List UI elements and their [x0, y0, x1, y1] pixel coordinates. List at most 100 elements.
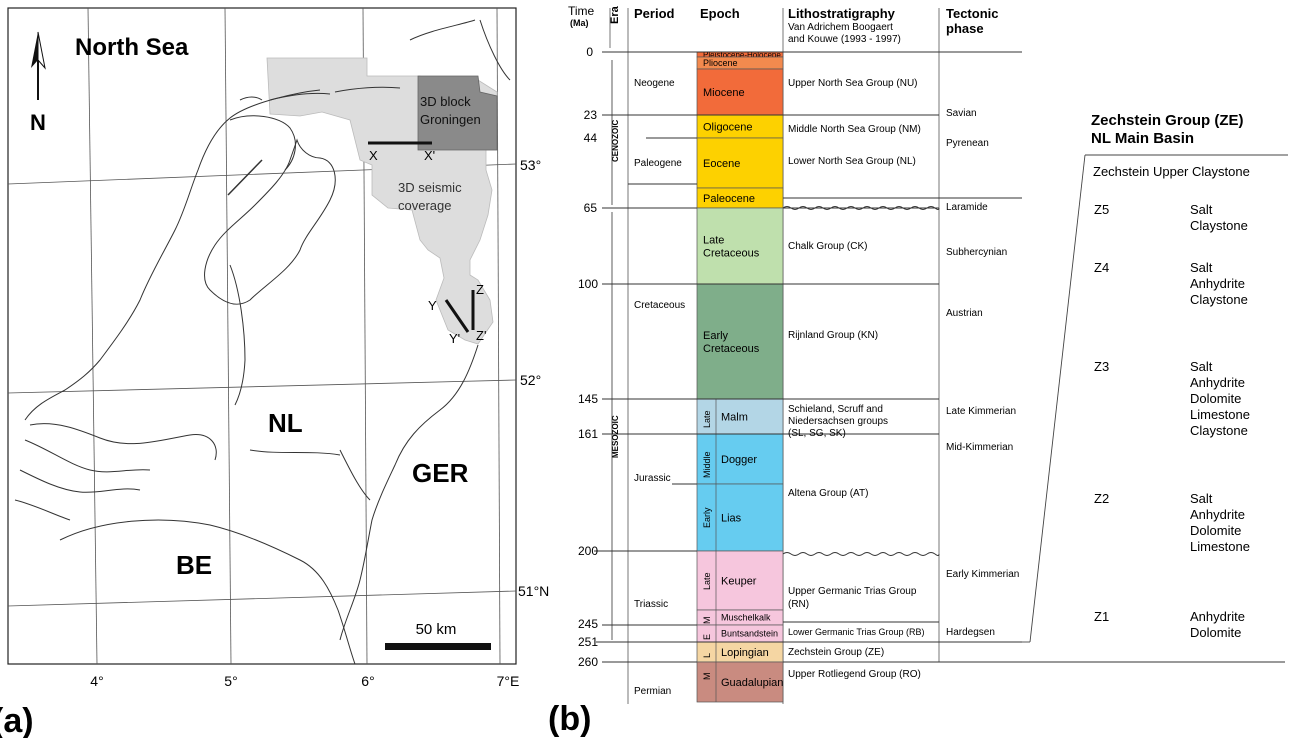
header-litho: Lithostratigraphy: [788, 6, 896, 21]
zechstein-detail: Zechstein Group (ZE) NL Main Basin Zechst…: [1022, 112, 1288, 643]
zechstein-cycle-z5: Z5: [1094, 202, 1109, 217]
tectonic-pyrenean: Pyrenean: [946, 138, 989, 149]
epoch-label-buntsandstein: Buntsandstein: [721, 629, 778, 639]
zechstein-lith-z4: Salt Anhydrite Claystone: [1190, 260, 1248, 307]
epoch-block-eocene: [696, 137, 784, 189]
time-tick-145: 145: [578, 392, 598, 406]
header-tectonic: Tectonic phase: [946, 6, 999, 36]
country-label-nl: NL: [268, 408, 303, 438]
zechstein-lith-z5: Salt Claystone: [1190, 202, 1248, 233]
litho-nl: Lower North Sea Group (NL): [788, 156, 916, 167]
lon-line-4: [87, 7, 98, 665]
scale-bar-rect: [385, 643, 491, 650]
groningen-block-label: 3D block Groningen: [420, 94, 481, 127]
north-arrow-left: [31, 32, 38, 68]
tectonic-mid-kimmerian: Mid-Kimmerian: [946, 442, 1013, 453]
scale-bar-label: 50 km: [416, 621, 457, 638]
litho-rb: Lower Germanic Trias Group (RB): [788, 627, 925, 637]
period-cretaceous: Cretaceous: [634, 300, 685, 311]
section-label-z: Z: [476, 282, 484, 297]
sub-epoch-m-triassic: M: [702, 617, 712, 625]
frisian-island-3: [239, 96, 263, 101]
lon-label-4: 4°: [90, 673, 103, 689]
be-nl-border: [59, 519, 356, 665]
north-sea-label: North Sea: [75, 34, 189, 61]
epoch-block-early-cretaceous: [696, 283, 784, 400]
sub-epoch-e-triassic: E: [702, 634, 712, 640]
time-tick-251: 251: [578, 635, 598, 649]
section-lines: [368, 141, 475, 333]
epoch-label-paleocene: Paleocene: [703, 193, 755, 205]
epoch-label-late-cretaceous: Late Cretaceous: [703, 234, 760, 259]
epoch-label-pleistocene-holocene: Pleistocene-Holocene: [703, 50, 781, 59]
dollard-coast: [479, 19, 511, 81]
litho-at: Altena Group (AT): [788, 488, 868, 499]
time-tick-245: 245: [578, 617, 598, 631]
lon-line-7: [496, 7, 501, 665]
litho-rn: Upper Germanic Trias Group (RN): [788, 586, 917, 610]
lat-label-53: 53°: [520, 157, 541, 173]
period-jurassic: Jurassic: [634, 473, 671, 484]
north-arrow: N: [30, 31, 46, 135]
unconformity-early-kimmerian: [782, 552, 940, 556]
epoch-block-keuper: [696, 550, 784, 611]
sub-epoch-late-jurassic: Late: [702, 410, 712, 428]
epoch-label-eocene: Eocene: [703, 158, 740, 170]
delta-coast-1: [29, 423, 217, 461]
time-ticks: 0 23 44 65 100 145 161 200 245 251 260: [578, 45, 598, 669]
zechstein-cycle-z1: Z1: [1094, 609, 1109, 624]
section-label-z-prime: Z': [476, 328, 486, 343]
time-tick-100: 100: [578, 277, 598, 291]
tectonic-austrian: Austrian: [946, 308, 983, 319]
section-label-x: X: [369, 148, 378, 163]
litho-nu: Upper North Sea Group (NU): [788, 78, 918, 89]
epoch-label-guadalupian: Guadalupian: [721, 677, 783, 689]
tectonic-late-kimmerian: Late Kimmerian: [946, 406, 1016, 417]
epoch-block-miocene: [696, 68, 784, 116]
frisian-island-1: [269, 92, 331, 101]
section-label-y-prime: Y': [449, 331, 460, 346]
unconformity-laramide: [782, 206, 940, 210]
epoch-block-late-cretaceous: [696, 207, 784, 285]
tectonic-subhercynian: Subhercynian: [946, 247, 1007, 258]
tectonic-phases: Savian Pyrenean Laramide Subhercynian Au…: [946, 108, 1019, 638]
time-boundary-lines: [594, 51, 1285, 663]
epoch-label-muschelkalk: Muschelkalk: [721, 613, 771, 623]
sub-epoch-l-permian: L: [702, 653, 712, 658]
lon-label-7: 7°E: [497, 673, 520, 689]
time-tick-23: 23: [584, 108, 598, 122]
lon-label-6: 6°: [361, 673, 374, 689]
river-2: [249, 449, 341, 456]
coast-line-marker: [227, 159, 263, 196]
header-period: Period: [634, 6, 675, 21]
sub-epoch-labels: Late Middle Early Late M E L M: [702, 410, 712, 680]
frisian-island-2: [334, 86, 401, 93]
tectonic-savian: Savian: [946, 108, 977, 119]
epoch-label-early-cretaceous: Early Cretaceous: [703, 330, 760, 355]
zechstein-lith-z2: Salt Anhydrite Dolomite Limestone: [1190, 491, 1250, 554]
epoch-label-miocene: Miocene: [703, 87, 745, 99]
header-time: Time: [568, 4, 595, 18]
map-panel: N North Sea NL GER BE 3D block Groningen …: [0, 7, 549, 738]
lat-label-51: 51°N: [518, 583, 549, 599]
time-tick-260: 260: [578, 655, 598, 669]
lat-label-52: 52°: [520, 372, 541, 388]
sub-epoch-middle: Middle: [702, 451, 712, 478]
header-era: Era: [609, 5, 621, 24]
sub-epoch-early: Early: [702, 507, 712, 528]
north-label: N: [30, 110, 46, 135]
period-triassic: Triassic: [634, 599, 668, 610]
epoch-label-dogger: Dogger: [721, 454, 757, 466]
section-line-y: [444, 299, 470, 333]
epoch-label-keuper: Keuper: [721, 575, 757, 587]
inland-water-1: [229, 264, 246, 406]
country-label-ger: GER: [412, 458, 469, 488]
scale-bar: 50 km: [385, 621, 491, 650]
header-time-unit: (Ma): [570, 18, 589, 28]
litho-nm: Middle North Sea Group (NM): [788, 124, 921, 135]
panel-label-a: (a): [0, 702, 34, 738]
header-epoch: Epoch: [700, 6, 740, 21]
zechstein-top-unit: Zechstein Upper Claystone: [1093, 164, 1250, 179]
